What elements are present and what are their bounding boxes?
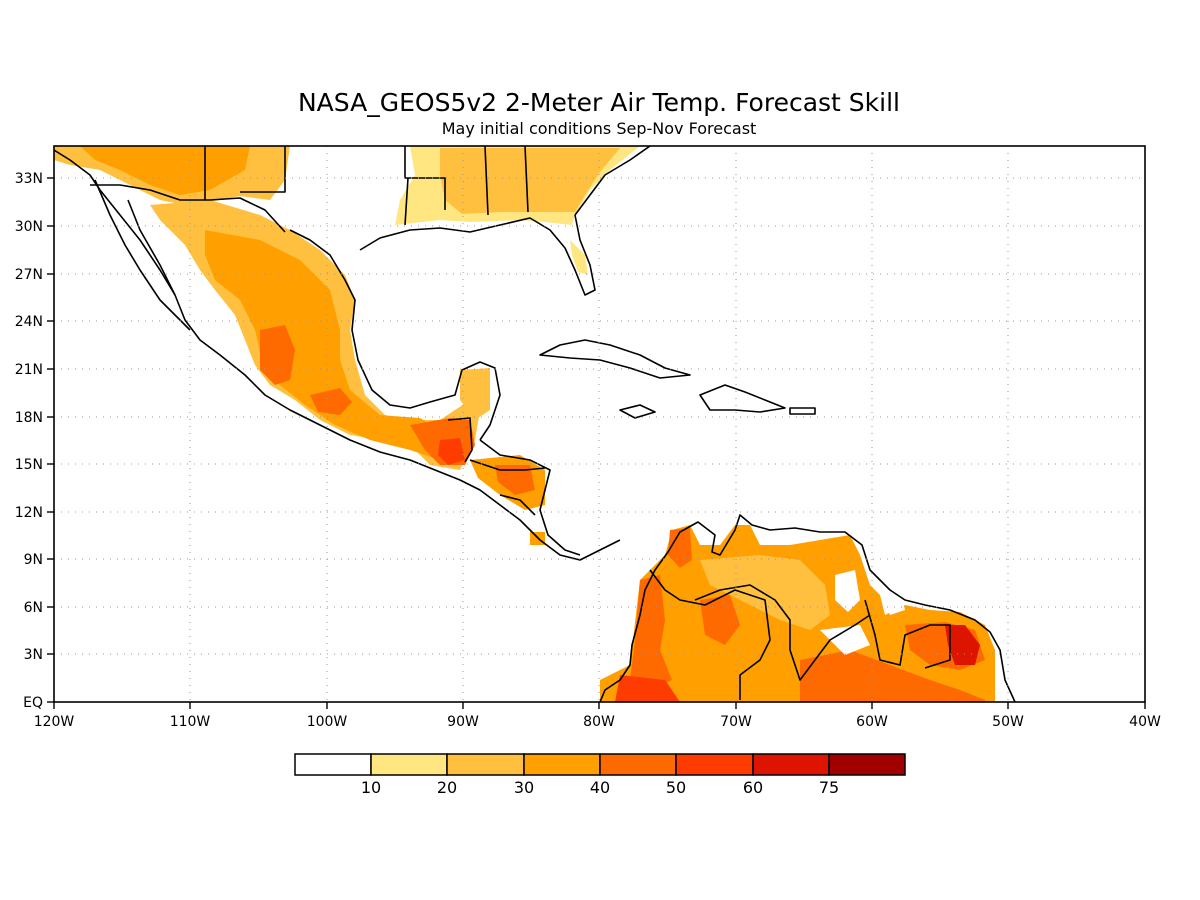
- y-tick-label: 12N: [15, 505, 43, 521]
- coastline-south-america: [599, 514, 1016, 702]
- y-tick-label: 33N: [15, 171, 43, 187]
- y-tick-label: 3N: [24, 647, 43, 663]
- skill-shading: [54, 146, 995, 702]
- map-subtitle: May initial conditions Sep-Nov Forecast: [442, 119, 757, 138]
- coastline-jamaica: [619, 404, 656, 419]
- border-venezuela: [694, 584, 871, 681]
- skill-region-venezuela-light: [700, 555, 830, 630]
- y-tick-label: 6N: [24, 600, 43, 616]
- colorbar-swatch: [599, 753, 677, 776]
- y-tick-label: 18N: [15, 410, 43, 426]
- x-tick-label: 120W: [34, 714, 75, 730]
- skill-region-guiana-max: [945, 625, 980, 665]
- border-colombia: [649, 569, 771, 700]
- skill-region-amazon-hot: [800, 650, 985, 702]
- y-tick-label: 24N: [15, 314, 43, 330]
- x-axis-labels: 120W 110W 100W 90W 80W 70W 60W 50W 40W: [34, 714, 1161, 730]
- skill-region-central-hot: [700, 595, 740, 645]
- coastline-gulf-north: [359, 214, 596, 296]
- border-us-mexico: [90, 184, 286, 233]
- colorbar-swatch: [828, 753, 906, 776]
- colorbar-swatch: [523, 753, 601, 776]
- coastline-puerto-rico: [789, 407, 816, 415]
- x-tick-label: 90W: [447, 714, 479, 730]
- coastline-north-america: [54, 149, 621, 561]
- skill-region-florida: [570, 240, 588, 275]
- y-tick-label: 27N: [15, 267, 43, 283]
- skill-region-honduras-hot: [495, 465, 535, 495]
- y-tick-label: 9N: [24, 552, 43, 568]
- x-tick-label: 100W: [307, 714, 348, 730]
- coastlines: [54, 146, 1016, 702]
- y-tick-label: EQ: [23, 695, 43, 711]
- x-tick-label: 40W: [1129, 714, 1161, 730]
- y-tick-label: 21N: [15, 362, 43, 378]
- skill-region-us-west-core: [80, 146, 250, 195]
- y-tick-label: 15N: [15, 457, 43, 473]
- colorbar-swatch: [675, 753, 754, 776]
- coastline-hispaniola: [699, 384, 786, 413]
- skill-region-mexico-core: [205, 230, 455, 460]
- colorbar-swatch: [752, 753, 830, 776]
- coastline-cuba: [539, 339, 691, 379]
- colorbar-label: 50: [666, 778, 686, 797]
- y-axis-labels: EQ 3N 6N 9N 12N 15N 18N 21N 24N 27N 30N …: [15, 171, 43, 711]
- colorbar-label: 75: [819, 778, 839, 797]
- border-central-america: [447, 417, 546, 516]
- x-tick-label: 50W: [992, 714, 1024, 730]
- x-tick-label: 60W: [856, 714, 888, 730]
- colorbar-label: 40: [590, 778, 610, 797]
- colorbar: 10 20 30 40 50 60 75: [294, 753, 906, 797]
- skill-region-mexico-hot2: [310, 388, 352, 415]
- colorbar-swatch: [370, 753, 448, 776]
- skill-region-sa-hole-1: [835, 570, 860, 612]
- skill-region-nw-hot: [668, 528, 692, 568]
- skill-region-guatemala-hot: [438, 438, 465, 465]
- skill-region-mexico-hot: [260, 325, 295, 385]
- map-title: NASA_GEOS5v2 2-Meter Air Temp. Forecast …: [298, 88, 900, 117]
- colorbar-label: 20: [437, 778, 457, 797]
- colorbar-label: 10: [361, 778, 381, 797]
- coastline-gulf: [289, 229, 501, 441]
- x-tick-label: 110W: [170, 714, 211, 730]
- coastline-central-america-east: [479, 439, 581, 556]
- coastline-baja: [94, 179, 191, 331]
- colorbar-swatch: [294, 753, 372, 776]
- skill-region-sw-hot: [615, 675, 680, 702]
- tick-marks: [47, 177, 1146, 709]
- skill-region-sa-hole-2: [820, 625, 870, 655]
- skill-region-yucatan: [460, 368, 490, 420]
- colorbar-label: 30: [514, 778, 534, 797]
- x-tick-label: 80W: [583, 714, 615, 730]
- border-guyana: [864, 599, 951, 669]
- skill-region-us-southeast-core: [440, 148, 620, 214]
- coastline-atlantic-us: [574, 146, 651, 216]
- colorbar-swatch: [446, 753, 525, 776]
- colorbar-label: 60: [743, 778, 763, 797]
- skill-region-colombia-hot: [630, 575, 672, 690]
- x-tick-label: 70W: [720, 714, 752, 730]
- y-tick-label: 30N: [15, 219, 43, 235]
